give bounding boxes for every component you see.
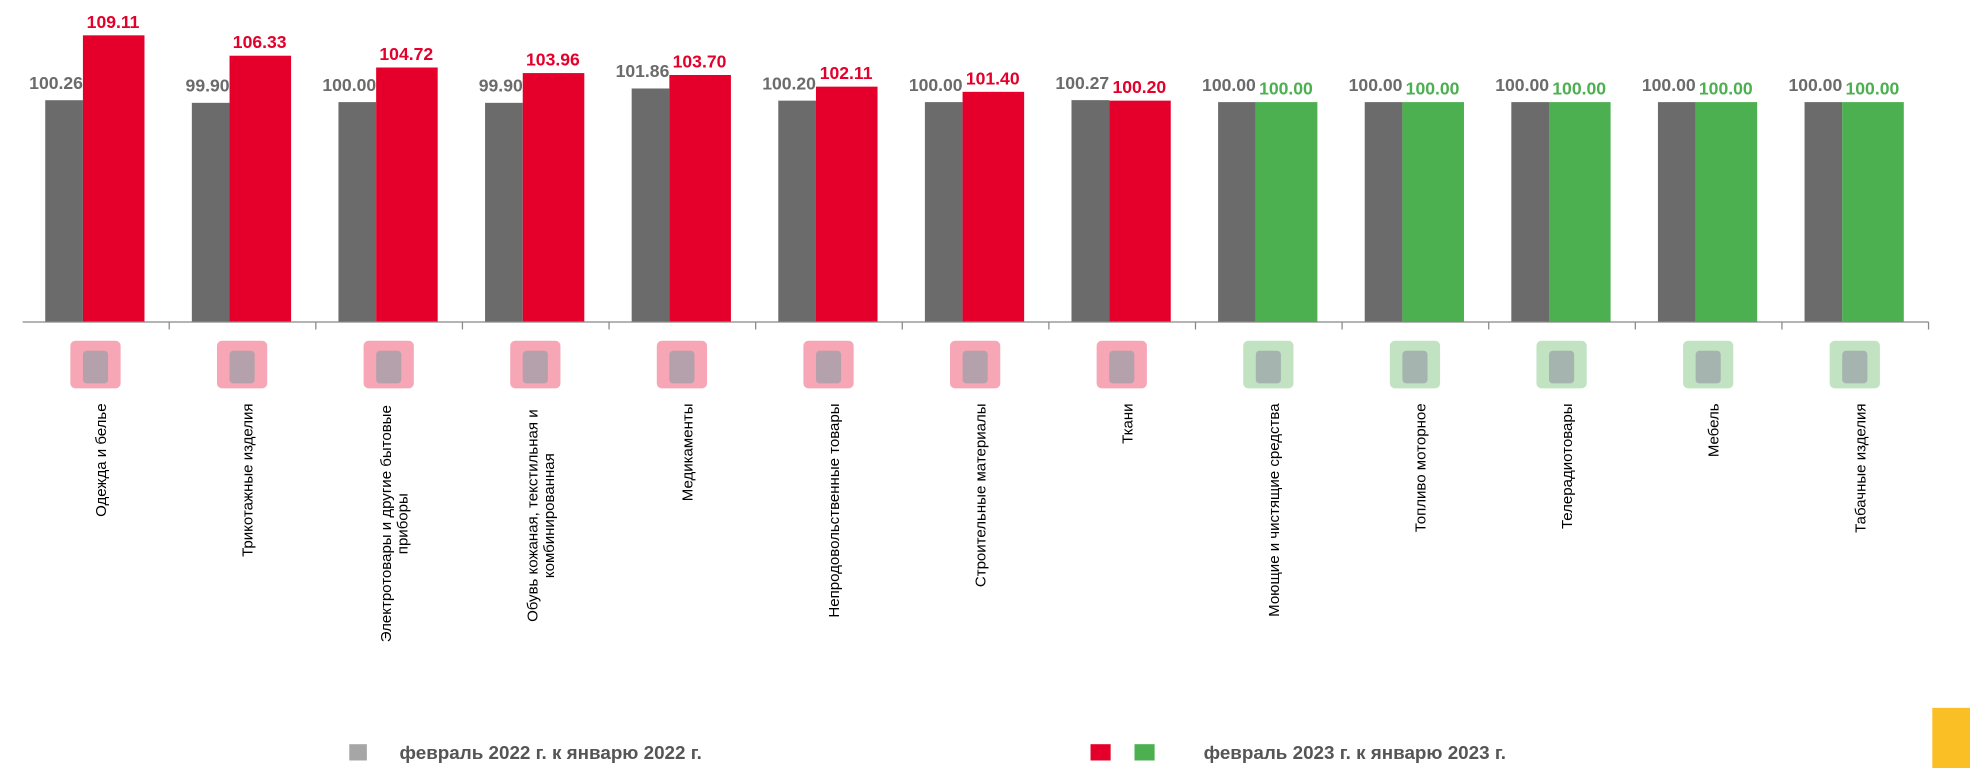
bar	[1696, 102, 1758, 322]
bar	[1842, 102, 1904, 322]
value-label: 100.26	[29, 73, 83, 93]
category-icon	[70, 341, 120, 389]
category-label: Непродовольственные товары	[826, 403, 843, 617]
value-label: 103.96	[526, 50, 580, 70]
value-label: 100.00	[1202, 75, 1256, 95]
value-label: 99.90	[186, 76, 230, 96]
value-label: 100.20	[1112, 77, 1166, 97]
icon-shape	[523, 351, 548, 384]
category-icon	[1097, 341, 1147, 389]
legend-swatch	[1091, 744, 1111, 760]
category-label: Трикотажные изделия	[240, 403, 257, 556]
icon-shape	[1696, 351, 1721, 384]
category-icon	[1683, 341, 1733, 389]
category-icon	[950, 341, 1000, 389]
value-label: 103.70	[673, 51, 727, 71]
category-label: Одежда и белье	[93, 403, 110, 516]
bar	[778, 101, 816, 322]
value-label: 102.11	[820, 63, 873, 83]
category-label: Медикаменты	[679, 403, 696, 501]
legend-label: февраль 2022 г. к январю 2022 г.	[400, 742, 702, 763]
bar	[669, 75, 731, 322]
icon-shape	[83, 351, 108, 384]
bar	[1256, 102, 1318, 322]
value-label: 100.00	[1699, 79, 1753, 99]
category-icon	[803, 341, 853, 389]
value-label: 100.27	[1055, 73, 1109, 93]
bar	[523, 73, 585, 322]
bar	[485, 103, 523, 322]
bar	[1365, 102, 1403, 322]
bar	[632, 88, 670, 322]
category-icon	[1830, 341, 1880, 389]
category-label: Мебель	[1706, 403, 1723, 457]
value-label: 100.00	[1552, 79, 1606, 99]
bar	[925, 102, 963, 322]
bar	[230, 56, 292, 322]
bar	[1658, 102, 1696, 322]
value-label: 100.00	[1259, 79, 1313, 99]
icon-shape	[376, 351, 401, 384]
value-label: 106.33	[233, 32, 287, 52]
value-label: 100.00	[1642, 75, 1696, 95]
category-label: Топливо моторное	[1412, 403, 1429, 532]
bar	[376, 68, 438, 322]
value-label: 104.72	[379, 44, 433, 64]
bar	[1109, 101, 1171, 322]
bar	[1805, 102, 1843, 322]
icon-shape	[1109, 351, 1134, 384]
category-label: Ткани	[1119, 403, 1136, 443]
value-label: 100.00	[1349, 75, 1403, 95]
category-icon	[217, 341, 267, 389]
category-label: Обувь кожаная, текстильная икомбинирован…	[525, 409, 558, 621]
category-icon	[657, 341, 707, 389]
icon-shape	[669, 351, 694, 384]
legend-label: февраль 2023 г. к январю 2023 г.	[1204, 742, 1506, 763]
bar	[45, 100, 83, 322]
value-label: 101.40	[966, 68, 1020, 88]
category-icon	[1243, 341, 1293, 389]
value-label: 99.90	[479, 76, 523, 96]
category-label: Телерадиотовары	[1559, 403, 1576, 529]
bar	[338, 102, 376, 322]
corner-decoration	[1932, 708, 1970, 768]
value-label: 100.00	[322, 75, 376, 95]
value-label: 100.00	[1495, 75, 1549, 95]
icon-shape	[816, 351, 841, 384]
bar	[1218, 102, 1256, 322]
category-icon	[510, 341, 560, 389]
value-label: 109.11	[87, 12, 140, 32]
icon-shape	[230, 351, 255, 384]
icon-shape	[1842, 351, 1867, 384]
category-label: Строительные материалы	[973, 403, 990, 587]
page: 100.26 109.11 Одежда и белье 99.90 106.33 Три…	[0, 0, 1970, 768]
category-label: Моющие и чистящие средства	[1266, 403, 1283, 617]
value-label: 101.86	[616, 61, 670, 81]
bar	[1071, 100, 1109, 322]
category-icon	[1536, 341, 1586, 389]
legend-swatch	[1135, 744, 1155, 760]
bar	[816, 87, 878, 322]
value-label: 100.00	[909, 75, 963, 95]
bar	[963, 92, 1025, 322]
value-label: 100.00	[1406, 79, 1460, 99]
value-label: 100.20	[762, 73, 816, 93]
icon-shape	[1549, 351, 1574, 384]
value-label: 100.00	[1788, 75, 1842, 95]
category-icon	[364, 341, 414, 389]
category-label: Табачные изделия	[1852, 403, 1869, 532]
icon-shape	[1402, 351, 1427, 384]
icon-shape	[1256, 351, 1281, 384]
bar	[1402, 102, 1464, 322]
bar	[83, 35, 145, 322]
legend-swatch	[349, 744, 367, 760]
chart: 100.26 109.11 Одежда и белье 99.90 106.33 Три…	[0, 0, 1970, 768]
bar	[1549, 102, 1611, 322]
category-icon	[1390, 341, 1440, 389]
category-label: Электротовары и другие бытовыеприборы	[378, 405, 411, 642]
bar	[192, 103, 230, 322]
bar	[1511, 102, 1549, 322]
value-label: 100.00	[1846, 79, 1900, 99]
icon-shape	[963, 351, 988, 384]
